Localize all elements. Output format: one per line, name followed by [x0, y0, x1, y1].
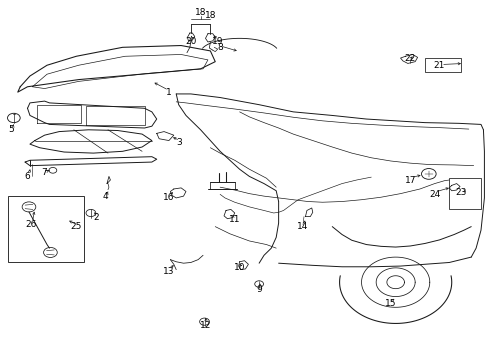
- Text: 17: 17: [404, 176, 415, 185]
- Text: 6: 6: [24, 172, 30, 181]
- Text: 26: 26: [25, 220, 37, 229]
- Text: 12: 12: [200, 321, 211, 330]
- Text: 1: 1: [166, 87, 171, 96]
- Text: 23: 23: [455, 188, 466, 197]
- Text: 10: 10: [233, 264, 245, 273]
- Text: 9: 9: [256, 285, 262, 294]
- Bar: [424, 58, 461, 72]
- Text: 20: 20: [185, 37, 196, 46]
- Text: 16: 16: [163, 193, 174, 202]
- Text: 2: 2: [93, 213, 99, 222]
- Text: 22: 22: [404, 54, 415, 63]
- Bar: [8, 196, 84, 262]
- Text: 4: 4: [102, 192, 108, 201]
- Text: 18: 18: [204, 10, 216, 19]
- Text: 18: 18: [194, 8, 206, 17]
- Text: 3: 3: [176, 138, 181, 147]
- Bar: [448, 178, 480, 209]
- Text: 13: 13: [163, 267, 174, 276]
- Text: 8: 8: [217, 43, 223, 52]
- Text: 25: 25: [70, 222, 82, 231]
- Text: 11: 11: [228, 215, 240, 224]
- Text: 19: 19: [211, 37, 223, 46]
- Text: 5: 5: [8, 125, 14, 134]
- Text: 7: 7: [41, 168, 47, 177]
- Text: 14: 14: [297, 222, 308, 231]
- Text: 21: 21: [433, 61, 444, 70]
- Text: 24: 24: [428, 190, 439, 199]
- Text: 15: 15: [384, 299, 396, 308]
